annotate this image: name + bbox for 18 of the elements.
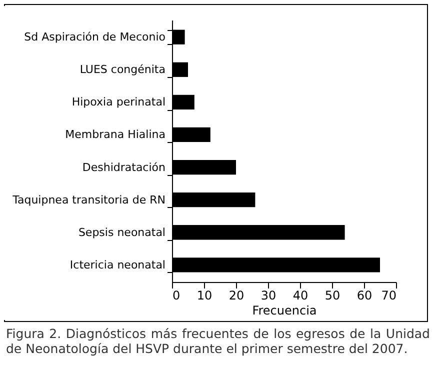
y-tick-label: Membrana Hialina (65, 128, 166, 142)
y-tick-label: LUES congénita (80, 63, 166, 76)
y-tick-label: Sd Aspiración de Meconio (24, 30, 166, 44)
y-tick-label: Sepsis neonatal (78, 226, 166, 239)
x-tick-label: 60 (356, 288, 372, 302)
x-tick-label: 50 (324, 288, 340, 302)
y-tick-label: Ictericia neonatal (70, 258, 166, 272)
x-axis-title: Frecuencia (252, 304, 317, 318)
y-tick-label: Deshidratación (82, 160, 166, 174)
y-tick-label: Hipoxia perinatal (72, 96, 166, 109)
y-tick-label: Taquipnea transitoria de RN (12, 193, 166, 206)
x-tick-label: 10 (196, 288, 212, 302)
x-tick-label: 30 (260, 288, 276, 302)
x-tick-label: 40 (292, 288, 308, 302)
x-tick-label: 70 (381, 288, 396, 302)
x-tick-label: 0 (172, 288, 180, 302)
x-tick-label: 20 (228, 288, 244, 302)
text: Figura 2. Diagnósticos más frecuentes de los egresos de la Unidad de Neonatología del HSVP durante el primer semestre del 2007. (6, 326, 430, 356)
